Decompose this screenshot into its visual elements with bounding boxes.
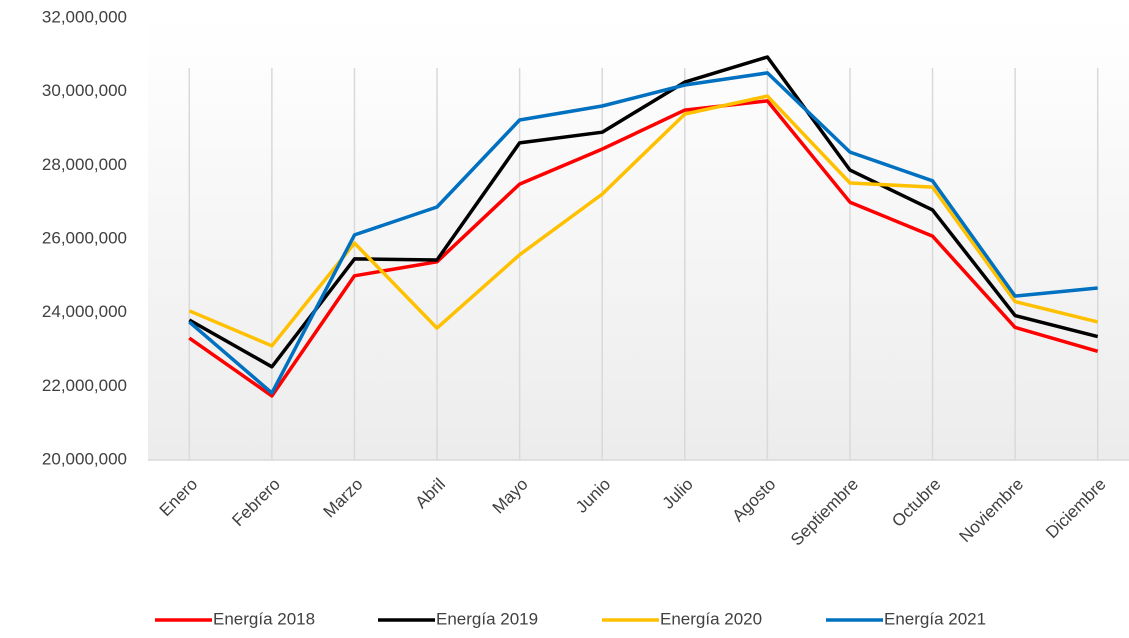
plot-background xyxy=(148,18,1129,460)
series-line xyxy=(188,55,1099,369)
x-tick-label: Septiembre xyxy=(787,475,862,550)
y-tick-label: 26,000,000 xyxy=(42,228,127,247)
x-tick-label: Noviembre xyxy=(956,475,1028,547)
y-tick-label: 30,000,000 xyxy=(42,81,127,100)
x-tick-label: Febrero xyxy=(228,475,284,531)
x-tick-label: Agosto xyxy=(729,475,780,526)
legend-label: Energía 2018 xyxy=(213,609,315,628)
x-tick-label: Mayo xyxy=(489,475,532,518)
y-tick-label: 20,000,000 xyxy=(42,449,127,468)
x-tick-label: Marzo xyxy=(320,475,367,522)
x-tick-label: Julio xyxy=(659,475,697,513)
legend-label: Energía 2021 xyxy=(884,609,986,628)
legend-label: Energía 2019 xyxy=(436,609,538,628)
x-tick-label: Abril xyxy=(412,475,449,512)
y-tick-label: 22,000,000 xyxy=(42,376,127,395)
series-line xyxy=(188,71,1098,395)
x-tick-label: Enero xyxy=(156,475,202,521)
x-tick-label: Diciembre xyxy=(1042,475,1110,543)
y-tick-label: 32,000,000 xyxy=(42,7,127,26)
x-tick-label: Octubre xyxy=(888,475,944,531)
series-line xyxy=(188,99,1099,398)
y-tick-label: 24,000,000 xyxy=(42,302,127,321)
legend-label: Energía 2020 xyxy=(660,609,762,628)
x-tick-label: Junio xyxy=(572,475,614,517)
y-tick-label: 28,000,000 xyxy=(42,155,127,174)
